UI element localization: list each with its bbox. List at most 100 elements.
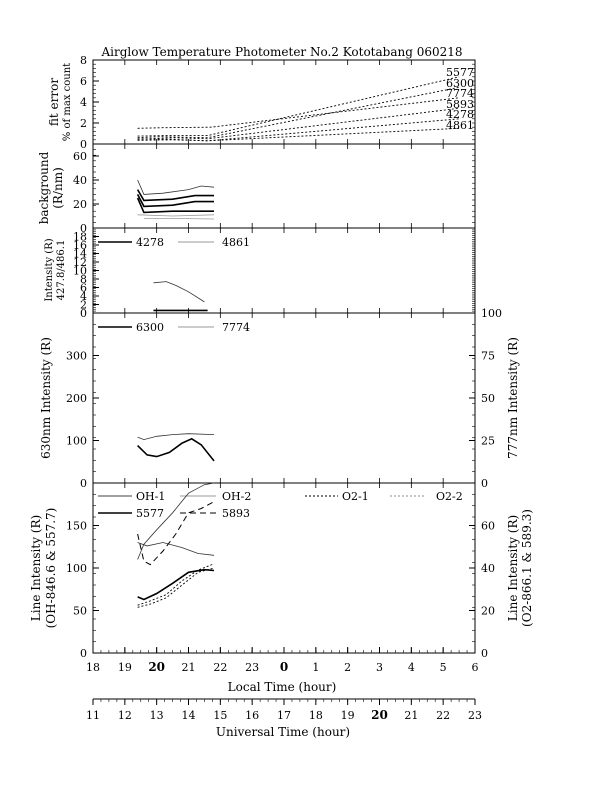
blue-ytick-label: 4	[80, 290, 87, 303]
red-ytick-right-label: 0	[481, 477, 488, 490]
blue-ytick-label: 14	[73, 248, 87, 261]
line-series-oh-2	[137, 542, 215, 556]
ut-axis-label: Universal Time (hour)	[216, 725, 350, 739]
legend-7774: 7774	[222, 321, 250, 334]
bg-ylabel-1: background	[37, 151, 51, 224]
bg-ytick-label: 0	[80, 222, 87, 235]
local-tick-label: 2	[344, 661, 351, 674]
red-ytick-right-label: 75	[481, 350, 495, 363]
local-tick-label: 23	[245, 661, 259, 674]
fit-label-6300: 6300	[446, 77, 474, 90]
ut-tick-label: 19	[341, 709, 355, 722]
ut-tick-label: 20	[371, 708, 388, 722]
red-ytick-right-label: 50	[481, 392, 495, 405]
fit-ylabel-1: fit error	[47, 78, 61, 126]
fit-series-labels: 5577 6300 7774 5893 4278 4861	[446, 66, 474, 132]
bg-ylabel-2: (R/nm)	[51, 167, 65, 209]
line-ytick-right-label: 40	[481, 562, 495, 575]
fit-series-5893	[137, 107, 460, 140]
bg-series-1	[136, 189, 214, 202]
ut-tick-label: 11	[86, 709, 100, 722]
fit-series-7774	[137, 97, 460, 129]
local-tick-label: 3	[376, 661, 383, 674]
red-ytick-right-label: 100	[481, 307, 502, 320]
local-tick-label: 1	[312, 661, 319, 674]
local-tick-label: 22	[213, 661, 227, 674]
fit-ytick-label: 0	[80, 138, 87, 151]
fit-ytick-label: 2	[80, 117, 87, 130]
legend-line: OH-1 OH-2 O2-1 O2-2 5577 5893	[98, 490, 463, 520]
fit-series-4861	[137, 127, 460, 142]
bg-series-2	[136, 194, 214, 208]
legend-5577: 5577	[136, 507, 164, 520]
plot-layer: 0246802040600246810121416180100200300025…	[66, 54, 502, 722]
blue-series-4861	[153, 281, 205, 303]
fit-series-5577	[137, 76, 460, 137]
line-series-5893	[137, 501, 215, 566]
local-tick-label: 0	[280, 660, 288, 674]
legend-4861: 4861	[222, 236, 250, 249]
bg-series-5	[143, 217, 215, 220]
legend-red: 6300 7774	[98, 321, 250, 334]
blue-ytick-label: 0	[80, 307, 87, 320]
bg-ytick-label: 40	[73, 174, 87, 187]
line-ylabel-1: Line Intensity (R)	[29, 515, 43, 621]
line-series-o2-2	[137, 563, 215, 606]
ut-tick-label: 18	[309, 709, 323, 722]
blue-ytick-label: 10	[73, 265, 87, 278]
line-series-5577	[137, 568, 215, 601]
red-series-6300	[137, 437, 215, 462]
local-axis-label: Local Time (hour)	[228, 680, 337, 694]
local-tick-label: 6	[472, 661, 479, 674]
line-ylabel-right-1: Line Intensity (R)	[506, 515, 520, 621]
ut-tick-label: 14	[182, 709, 196, 722]
ut-tick-label: 15	[213, 709, 227, 722]
blue-ylabel-1: Intensity (R)	[44, 238, 55, 301]
blue-ytick-label: 16	[73, 239, 87, 252]
blue-ytick-label: 2	[80, 299, 87, 312]
ut-tick-label: 12	[118, 709, 132, 722]
red-ytick-right-label: 25	[481, 435, 495, 448]
fit-ytick-label: 8	[80, 54, 87, 67]
ut-tick-label: 17	[277, 709, 291, 722]
red-ytick-label: 100	[66, 435, 87, 448]
red-ytick-label: 0	[80, 477, 87, 490]
fit-ytick-label: 6	[80, 75, 87, 88]
fit-label-4278: 4278	[446, 108, 474, 121]
line-ytick-label: 100	[66, 562, 87, 575]
panel-frame-red	[92, 312, 476, 484]
line-ytick-right-label: 20	[481, 605, 495, 618]
local-tick-label: 20	[148, 660, 165, 674]
line-ytick-label: 0	[80, 647, 87, 660]
bg-series-0	[137, 179, 215, 195]
fit-ytick-label: 4	[80, 96, 87, 109]
local-tick-label: 19	[118, 661, 132, 674]
fit-label-5893: 5893	[446, 98, 474, 111]
panel-frame-fit	[92, 59, 476, 145]
bg-ytick-label: 60	[73, 150, 87, 163]
legend-blue: 4278 4861	[98, 236, 250, 249]
line-ylabel-2: (OH-846.6 & 557.7)	[44, 508, 58, 629]
red-ylabel-right: 777nm Intensity (R)	[506, 337, 520, 459]
legend-o21: O2-1	[342, 490, 369, 503]
red-ylabel: 630nm Intensity (R)	[39, 337, 53, 459]
fit-label-4861: 4861	[446, 119, 474, 132]
legend-5893: 5893	[222, 507, 250, 520]
legend-oh1: OH-1	[136, 490, 165, 503]
blue-ytick-label: 8	[80, 273, 87, 286]
bg-ytick-label: 20	[73, 198, 87, 211]
ut-tick-label: 23	[468, 709, 482, 722]
ut-tick-label: 16	[245, 709, 259, 722]
legend-oh2: OH-2	[222, 490, 251, 503]
ut-tick-label: 21	[404, 709, 418, 722]
fit-label-7774: 7774	[446, 87, 474, 100]
red-ytick-label: 200	[66, 392, 87, 405]
line-ytick-right-label: 0	[481, 647, 488, 660]
fit-series-6300	[137, 86, 460, 139]
local-tick-label: 5	[440, 661, 447, 674]
blue-ytick-label: 18	[73, 231, 87, 244]
red-series-7774	[137, 433, 215, 441]
fit-ylabel-2: % of max count	[62, 63, 73, 141]
legend-o22: O2-2	[436, 490, 463, 503]
